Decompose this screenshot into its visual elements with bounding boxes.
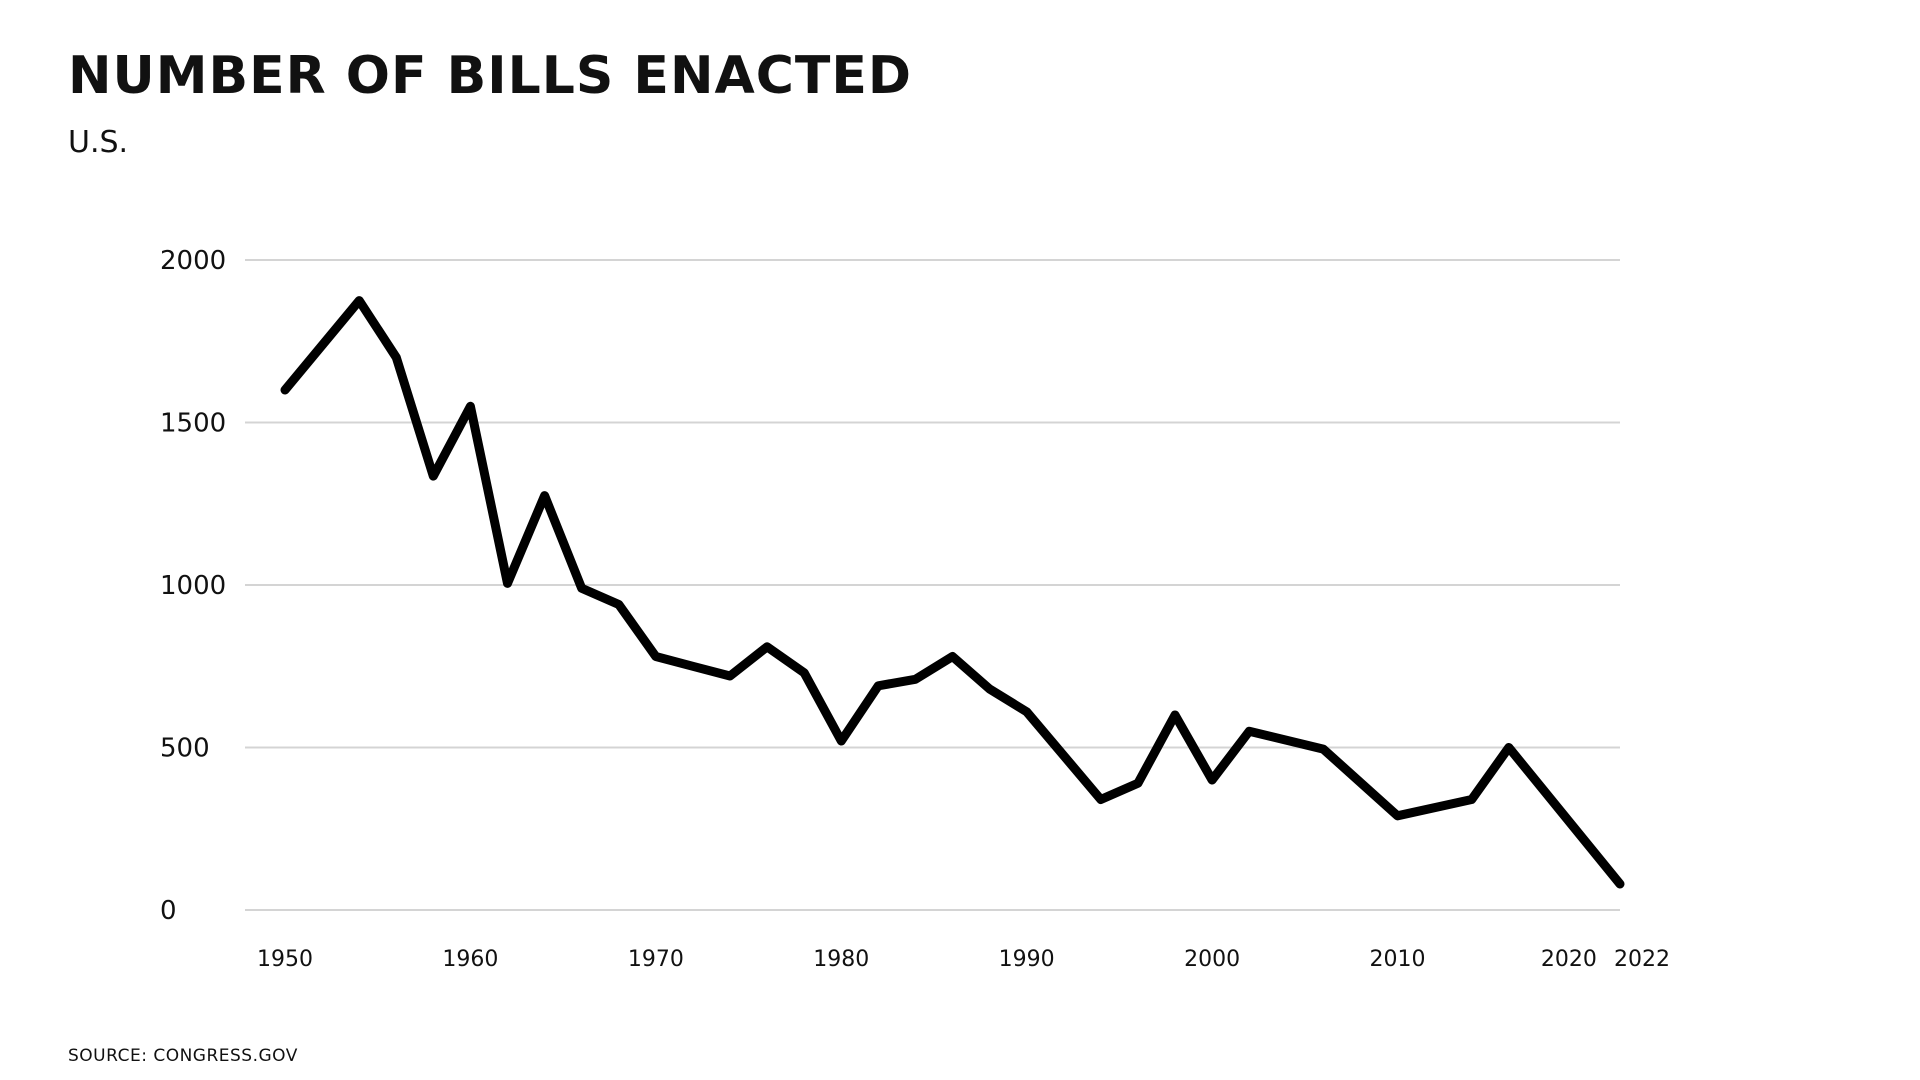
data-point — [1467, 795, 1476, 804]
data-point — [1393, 811, 1402, 820]
y-tick-label: 1000 — [160, 571, 226, 601]
data-point — [800, 668, 809, 677]
data-point — [281, 386, 289, 394]
data-point — [1245, 727, 1254, 736]
data-point — [911, 675, 920, 684]
data-point — [1133, 779, 1142, 788]
data-point — [688, 662, 697, 671]
x-tick-label: 2020 — [1541, 947, 1597, 972]
data-point — [1616, 880, 1624, 888]
data-point — [429, 472, 438, 481]
chart-subtitle: U.S. — [68, 125, 129, 160]
data-point — [874, 681, 883, 690]
y-axis-labels: 0 500 1000 1500 2000 — [160, 246, 226, 926]
data-point — [503, 579, 512, 588]
data-point — [392, 353, 401, 362]
series-layer — [280, 296, 1625, 889]
data-point — [1504, 743, 1513, 752]
chart-title: Number of Bills Enacted — [68, 46, 913, 106]
y-tick-label: 1500 — [160, 409, 226, 439]
data-point — [1208, 776, 1217, 784]
x-tick-label: 1970 — [628, 947, 684, 972]
source-note: Source: Congress.gov — [68, 1046, 298, 1066]
data-point — [1096, 795, 1105, 804]
data-point — [726, 672, 734, 680]
x-tick-label: 1980 — [813, 947, 869, 972]
data-point — [985, 685, 994, 693]
data-point — [651, 652, 660, 661]
data-point — [763, 642, 772, 651]
x-tick-label: 1960 — [442, 947, 498, 972]
data-point — [1022, 707, 1031, 716]
data-point — [837, 737, 846, 745]
data-point — [1319, 745, 1328, 754]
x-tick-label: 2000 — [1184, 947, 1240, 972]
x-tick-label: 1950 — [257, 947, 313, 972]
data-point — [355, 296, 364, 305]
data-point — [614, 600, 623, 609]
data-point — [540, 491, 549, 500]
x-tick-label: 1990 — [999, 947, 1055, 972]
data-point — [577, 584, 586, 593]
data-point — [1171, 711, 1179, 719]
x-tick-label: 2022 — [1614, 947, 1670, 972]
series-line-0 — [280, 296, 1625, 889]
y-tick-label: 0 — [160, 896, 177, 926]
x-axis-labels: 1950 1960 1970 1980 1990 2000 2010 2020 2022 — [257, 947, 1670, 972]
data-point — [948, 652, 957, 661]
y-tick-label: 500 — [160, 734, 210, 764]
y-tick-label: 2000 — [160, 246, 226, 276]
x-tick-label: 2010 — [1370, 947, 1426, 972]
data-point — [466, 402, 475, 411]
